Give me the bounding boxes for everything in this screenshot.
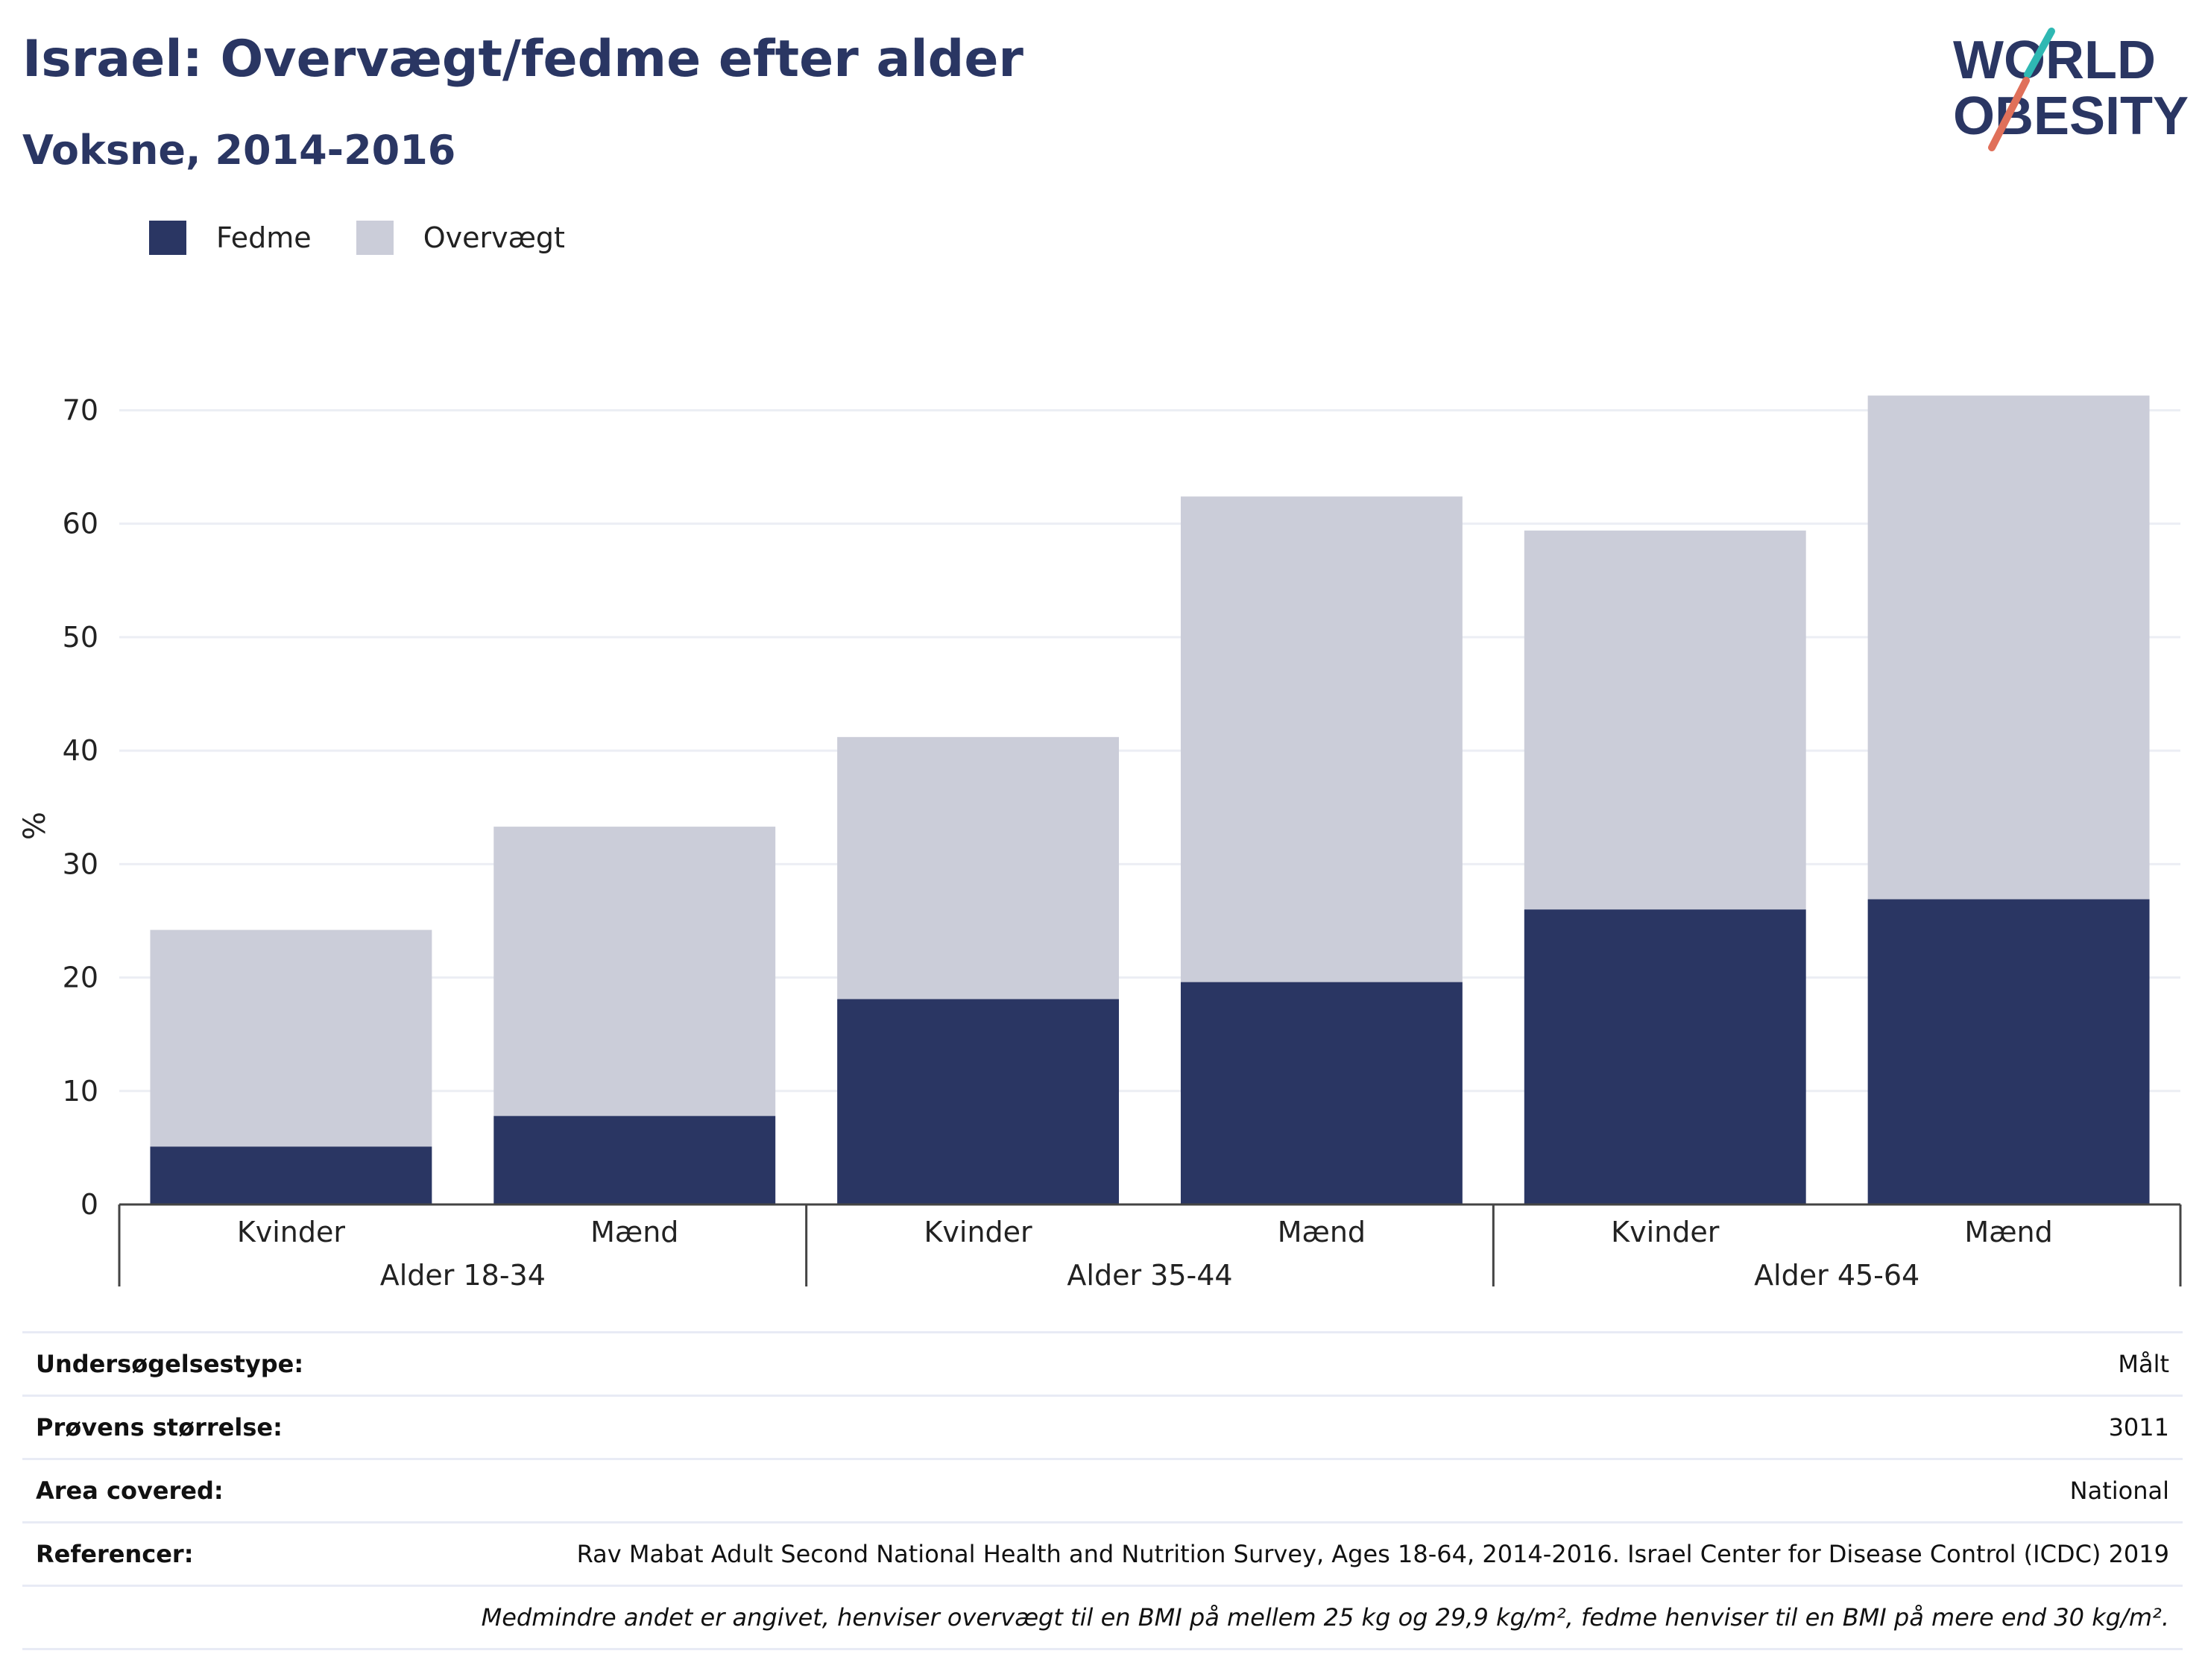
y-tick-label: 50	[63, 621, 98, 654]
legend-label-overvaegt: Overvægt	[423, 221, 565, 254]
x-tick-label: Kvinder	[924, 1216, 1032, 1248]
y-tick-label: 30	[63, 847, 98, 880]
sample-size-value: 3011	[2108, 1413, 2169, 1441]
x-tick-label: Mænd	[590, 1216, 678, 1248]
legend-item-fedme[interactable]: Fedme	[149, 221, 312, 255]
info-row-references: Referencer: Rav Mabat Adult Second Natio…	[22, 1521, 2183, 1585]
legend-swatch-overvaegt	[356, 221, 394, 255]
area-value: National	[2069, 1477, 2169, 1505]
y-tick-label: 0	[81, 1188, 98, 1221]
legend-item-overvaegt[interactable]: Overvægt	[356, 221, 565, 255]
y-tick-label: 20	[63, 961, 98, 994]
references-value: Rav Mabat Adult Second National Health a…	[576, 1540, 2169, 1568]
survey-type-label: Undersøgelsestype:	[36, 1350, 304, 1378]
y-tick-label: 70	[63, 394, 98, 426]
logo-slash-teal	[2024, 28, 2055, 78]
bar-fedme	[493, 1116, 776, 1204]
legend-swatch-fedme	[149, 221, 186, 255]
group-label: Alder 45-64	[1754, 1259, 1919, 1292]
y-tick-label: 60	[63, 508, 98, 540]
info-row-sample-size: Prøvens størrelse: 3011	[22, 1395, 2183, 1458]
y-tick-label: 40	[63, 734, 98, 767]
chart-subtitle: Voksne, 2014-2016	[22, 127, 456, 174]
legend-label-fedme: Fedme	[216, 221, 312, 254]
x-tick-label: Kvinder	[237, 1216, 346, 1248]
survey-type-value: Målt	[2118, 1350, 2169, 1378]
info-row-survey-type: Undersøgelsestype: Målt	[22, 1331, 2183, 1395]
info-table: Undersøgelsestype: Målt Prøvens størrels…	[22, 1331, 2183, 1650]
bar-overvaegt	[1867, 395, 2150, 900]
bar-overvaegt	[493, 827, 776, 1117]
logo-line1: WORLD	[1953, 31, 2156, 90]
area-label: Area covered:	[36, 1477, 224, 1505]
chart-title: Israel: Overvægt/fedme efter alder	[22, 30, 1023, 89]
info-row-note: Medmindre andet er angivet, henviser ove…	[22, 1585, 2183, 1650]
x-tick-label: Kvinder	[1611, 1216, 1720, 1248]
logo-slash-coral	[1988, 77, 2030, 151]
y-tick-label: 10	[63, 1075, 98, 1108]
references-label: Referencer:	[36, 1540, 194, 1568]
logo-line2: OBESITY	[1953, 86, 2189, 146]
bar-fedme	[1867, 899, 2150, 1204]
stacked-bar-chart: 0 10 20 30 40 50 60 70% Kvinder Mænd Kvinder Mænd Kv…	[18, 394, 2182, 1292]
chart-legend: Fedme Overvægt	[149, 221, 610, 255]
sample-size-label: Prøvens størrelse:	[36, 1413, 283, 1441]
group-label: Alder 18-34	[380, 1259, 546, 1292]
bar-fedme	[837, 999, 1120, 1204]
world-obesity-logo: WORLD OBESITY	[1953, 28, 2189, 151]
x-tick-label: Mænd	[1278, 1216, 1366, 1248]
bar-fedme	[1524, 909, 1806, 1204]
bar-overvaegt	[150, 929, 432, 1147]
bar-overvaegt	[1524, 530, 1806, 910]
bar-fedme	[150, 1146, 432, 1204]
x-tick-label: Mænd	[1964, 1216, 2052, 1248]
info-row-area: Area covered: National	[22, 1458, 2183, 1521]
definition-note: Medmindre andet er angivet, henviser ove…	[481, 1603, 2169, 1632]
bar-overvaegt	[837, 736, 1120, 1000]
bar-overvaegt	[1180, 496, 1463, 982]
group-label: Alder 35-44	[1067, 1259, 1232, 1292]
y-axis-label: %	[18, 812, 52, 840]
bar-fedme	[1180, 982, 1463, 1204]
